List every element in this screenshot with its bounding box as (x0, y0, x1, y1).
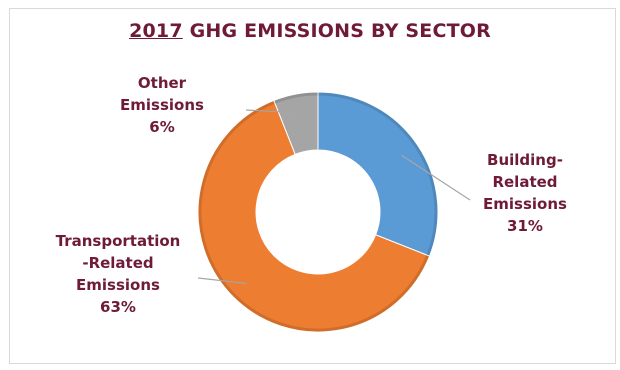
leader-line-building (401, 154, 471, 201)
slice-label-transportation-line-1: Transportation (55, 232, 181, 250)
chart-title: 2017 GHG EMISSIONS BY SECTOR (0, 20, 620, 42)
donut-slice-other (273, 91, 319, 156)
slice-label-other-line-2: Emissions (120, 96, 204, 114)
slice-label-building-line-2: Related (492, 173, 558, 191)
slice-label-other-line-1: Other (137, 74, 187, 92)
donut-slice-rim-transportation (198, 100, 430, 332)
slice-label-building-line-1: Building- (487, 151, 563, 169)
slice-label-transportation-value: 63% (100, 298, 136, 316)
slice-label-other: Other Emissions 6% (112, 72, 212, 138)
slice-label-building-line-3: Emissions (483, 195, 567, 213)
slice-label-other-value: 6% (149, 118, 175, 136)
donut-slice-rim-other (274, 92, 319, 104)
slice-label-building-value: 31% (507, 217, 543, 235)
slice-label-transportation-line-2: -Related (82, 254, 154, 272)
slice-label-transportation: Transportation -Related Emissions 63% (38, 230, 198, 318)
leader-line-other (245, 109, 300, 114)
donut-slice-transportation (197, 99, 431, 333)
leader-line-transportation (197, 277, 247, 285)
slice-label-building: Building- Related Emissions 31% (470, 149, 580, 237)
chart-title-text: GHG EMISSIONS BY SECTOR (182, 20, 491, 42)
donut-slice-building (317, 91, 439, 257)
slice-label-transportation-line-3: Emissions (76, 276, 160, 294)
chart-title-year: 2017 (129, 20, 183, 42)
donut-slice-rim-building (317, 92, 438, 256)
